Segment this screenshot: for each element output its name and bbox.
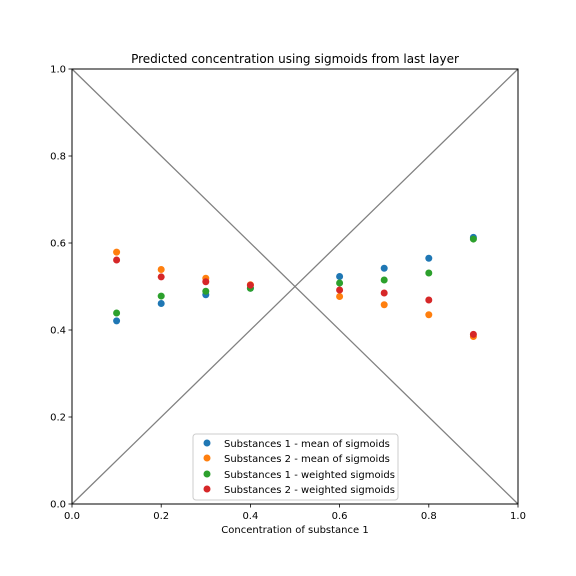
- data-point-series-3-6: [380, 276, 388, 284]
- plot-area: [71, 68, 519, 505]
- data-point-series-1-5: [336, 272, 344, 280]
- x-tick-label: 0.0: [64, 511, 80, 522]
- data-point-series-2-1: [113, 248, 121, 256]
- data-point-series-3-5: [336, 279, 344, 287]
- data-point-series-4-7: [425, 296, 433, 304]
- data-point-series-4-4: [246, 281, 254, 289]
- legend: Substances 1 - mean of sigmoids Substanc…: [192, 433, 399, 501]
- data-point-series-4-5: [336, 286, 344, 294]
- legend-marker-series-2: [203, 454, 211, 462]
- reference-line-diagonal-down: [71, 68, 519, 505]
- data-point-series-2-7: [425, 311, 433, 319]
- data-point-series-2-6: [380, 301, 388, 309]
- data-point-series-2-2: [157, 266, 165, 274]
- legend-label-series-4: Substances 2 - weighted sigmoids: [224, 485, 395, 496]
- data-point-series-4-1: [113, 256, 121, 264]
- data-point-series-1-6: [380, 264, 388, 272]
- legend-label-series-1: Substances 1 - mean of sigmoids: [224, 439, 390, 450]
- data-point-series-4-8: [469, 330, 477, 338]
- data-point-series-2-5: [336, 293, 344, 301]
- legend-box: [192, 433, 399, 501]
- data-point-series-3-2: [157, 292, 165, 300]
- data-point-series-3-3: [202, 287, 210, 295]
- y-tick-label: 0.6: [50, 239, 66, 250]
- y-tick-label: 0.0: [50, 500, 66, 511]
- data-point-series-1-7: [425, 254, 433, 262]
- x-tick-label: 1.0: [510, 511, 526, 522]
- y-tick-label: 0.8: [50, 152, 66, 163]
- reference-lines: [71, 68, 519, 505]
- chart-title: Predicted concentration using sigmoids f…: [131, 52, 459, 66]
- data-point-series-3-8: [469, 235, 477, 243]
- y-tick-label: 0.2: [50, 413, 66, 424]
- x-tick-label: 0.4: [242, 511, 258, 522]
- plot-frame: [71, 68, 519, 505]
- x-tick-label: 0.6: [332, 511, 348, 522]
- x-tick-label: 0.2: [153, 511, 169, 522]
- y-tick-label: 0.4: [50, 326, 66, 337]
- data-points: [113, 233, 477, 341]
- legend-label-series-2: Substances 2 - mean of sigmoids: [224, 454, 390, 465]
- data-point-series-1-2: [157, 299, 165, 307]
- data-point-series-1-1: [113, 317, 121, 325]
- legend-marker-series-3: [203, 470, 211, 478]
- data-point-series-4-6: [380, 289, 388, 297]
- legend-marker-series-4: [203, 485, 211, 493]
- x-axis-label: Concentration of substance 1: [221, 525, 368, 536]
- data-point-series-4-2: [157, 273, 165, 281]
- y-axis: 0.0 0.2 0.4 0.6 0.8 1.0: [50, 65, 72, 511]
- data-point-series-3-1: [113, 309, 121, 317]
- y-tick-label: 1.0: [50, 65, 66, 76]
- data-point-series-3-7: [425, 269, 433, 277]
- data-point-series-4-3: [202, 278, 210, 286]
- legend-marker-series-1: [203, 439, 211, 447]
- legend-label-series-3: Substances 1 - weighted sigmoids: [224, 470, 395, 481]
- x-tick-label: 0.8: [421, 511, 437, 522]
- x-axis: 0.0 0.2 0.4 0.6 0.8 1.0: [64, 504, 526, 522]
